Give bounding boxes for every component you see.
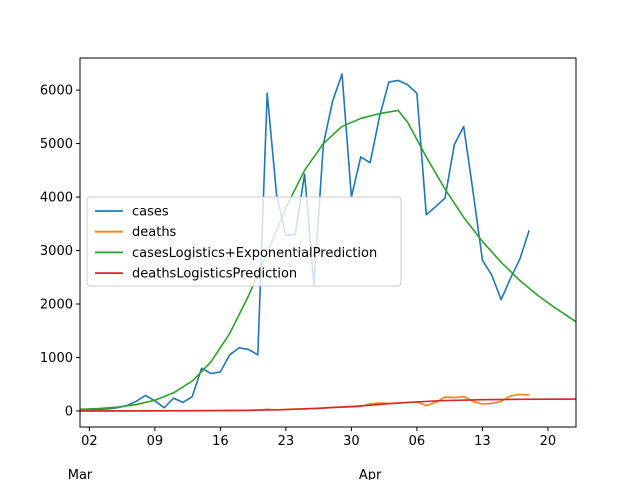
x-axis: 02 09 16 23 30 06 13 20 Mar Apr bbox=[68, 427, 556, 480]
legend-label-0: cases bbox=[132, 205, 169, 220]
y-axis: 0 1000 2000 3000 4000 5000 6000 bbox=[40, 84, 80, 419]
series-line-3 bbox=[80, 398, 576, 412]
y-tick-label-3: 3000 bbox=[40, 244, 73, 259]
x-tick-label-4: 30 bbox=[343, 434, 360, 449]
plot-frame bbox=[79, 57, 577, 428]
legend: cases deaths casesLogistics+ExponentialPre… bbox=[86, 196, 402, 287]
y-tick-label-2: 2000 bbox=[40, 298, 73, 313]
y-tick-label-6: 6000 bbox=[40, 84, 73, 99]
legend-label-1: deaths bbox=[132, 225, 177, 240]
y-tick-label-0: 0 bbox=[65, 404, 73, 419]
x-tick-label-6: 13 bbox=[474, 434, 491, 449]
x-tick-label-0: 02 bbox=[81, 434, 98, 449]
x-month-label-0: Mar bbox=[68, 468, 93, 480]
y-tick-label-5: 5000 bbox=[40, 137, 73, 152]
x-tick-label-2: 16 bbox=[212, 434, 229, 449]
series-line-2 bbox=[80, 109, 576, 411]
x-tick-label-3: 23 bbox=[278, 434, 295, 449]
x-tick-label-5: 06 bbox=[409, 434, 426, 449]
y-tick-label-1: 1000 bbox=[40, 351, 73, 366]
y-tick-label-4: 4000 bbox=[40, 191, 73, 206]
x-tick-label-1: 09 bbox=[147, 434, 164, 449]
x-month-label-1: Apr bbox=[359, 468, 382, 480]
legend-label-3: deathsLogisticsPrediction bbox=[132, 267, 297, 282]
series-layer bbox=[80, 73, 576, 412]
legend-box bbox=[86, 196, 402, 287]
x-tick-label-7: 20 bbox=[540, 434, 557, 449]
legend-label-2: casesLogistics+ExponentialPrediction bbox=[132, 246, 377, 261]
